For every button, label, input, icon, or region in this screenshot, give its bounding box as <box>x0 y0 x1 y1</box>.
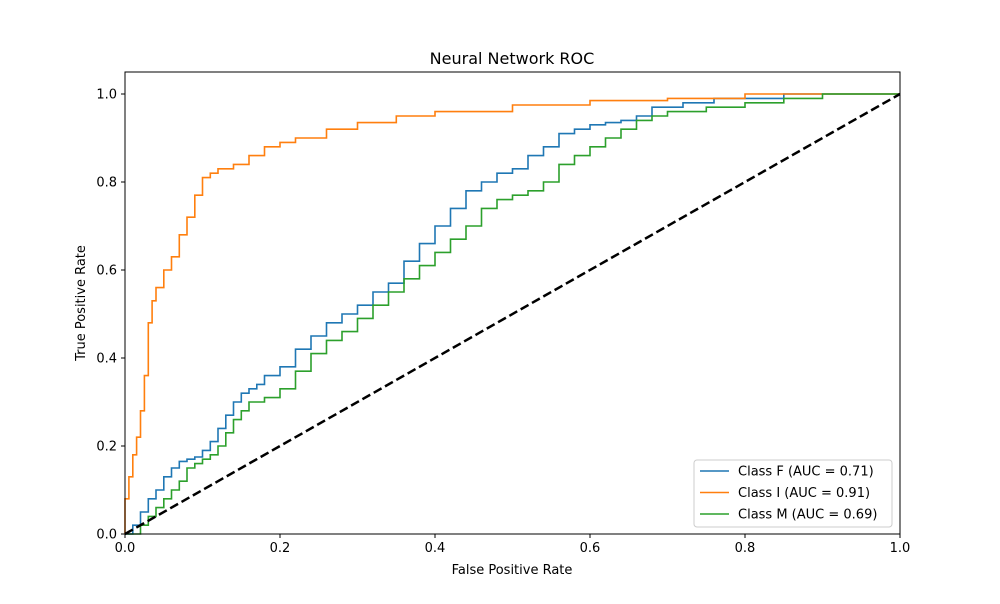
series-layer <box>124 92 901 536</box>
x-axis-label: False Positive Rate <box>452 563 573 578</box>
y-tick-label: 0.4 <box>96 352 117 367</box>
legend-label: Class M (AUC = 0.69) <box>738 508 877 523</box>
legend-label: Class I (AUC = 0.91) <box>738 486 870 501</box>
y-tick-label: 0.2 <box>96 440 117 455</box>
plot-area <box>125 72 900 534</box>
chart-title: Neural Network ROC <box>430 49 595 68</box>
x-tick-label: 1.0 <box>890 541 911 556</box>
x-tick-label: 0.8 <box>735 541 756 556</box>
legend: Class F (AUC = 0.71) Class I (AUC = 0.91)… <box>693 459 893 528</box>
x-tick-label: 0.6 <box>580 541 601 556</box>
y-tick-label: 0.6 <box>96 264 117 279</box>
x-tick-label: 0.2 <box>270 541 291 556</box>
roc-curve-0 <box>125 93 900 535</box>
x-tick-label: 0.4 <box>425 541 446 556</box>
x-axis: 0.0 0.2 0.4 0.6 0.8 1.0 <box>115 534 911 556</box>
chance-diagonal-line <box>124 92 901 536</box>
roc-curve-2 <box>125 93 900 535</box>
x-tick-label: 0.0 <box>115 541 136 556</box>
legend-label: Class F (AUC = 0.71) <box>738 465 874 480</box>
y-axis: 0.0 0.2 0.4 0.6 0.8 1.0 <box>96 88 125 543</box>
legend-box <box>693 459 893 528</box>
roc-curve-1 <box>124 93 900 534</box>
plot-frame <box>124 71 901 535</box>
y-tick-label: 0.8 <box>96 176 117 191</box>
y-tick-label: 0.0 <box>96 528 117 543</box>
y-axis-label: True Positive Rate <box>74 245 89 362</box>
y-tick-label: 1.0 <box>96 88 117 103</box>
